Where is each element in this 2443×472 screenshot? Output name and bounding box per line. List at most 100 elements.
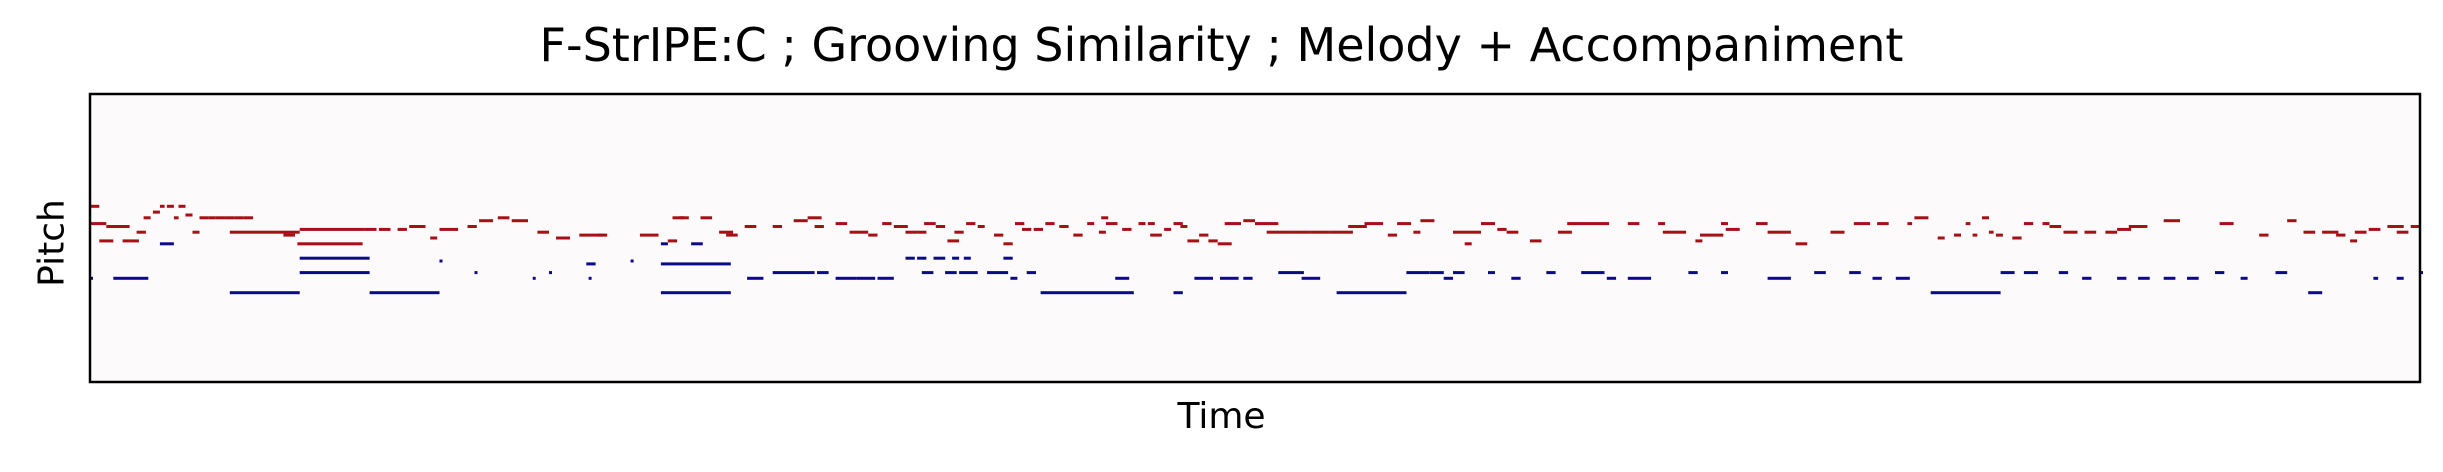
plot-area [90, 94, 2420, 382]
melody-note [1098, 230, 1106, 234]
melody-note [868, 233, 878, 237]
melody-note [1329, 230, 1353, 234]
accompaniment-note [1895, 276, 1910, 280]
accompaniment-note [2023, 271, 2038, 275]
accompaniment-note [1115, 276, 1130, 280]
melody-note [1022, 227, 1032, 231]
melody-note [2128, 225, 2148, 228]
notes-layer [90, 204, 2423, 295]
melody-note [2354, 230, 2367, 234]
melody-note [1853, 222, 1871, 226]
accompaniment-note [299, 256, 370, 260]
melody-note [1988, 230, 1994, 234]
melody-note [1453, 230, 1481, 234]
melody-note [1003, 242, 1013, 246]
accompaniment-note [905, 256, 915, 260]
accompaniment-note [856, 276, 876, 280]
melody-note [378, 227, 391, 231]
melody-note [905, 230, 918, 234]
accompaniment-note [2215, 271, 2225, 275]
accompaniment-note [2240, 276, 2248, 280]
melody-note [954, 230, 964, 234]
melody-note [215, 216, 226, 220]
accompaniment-note [1040, 291, 1134, 295]
accompaniment-note [1872, 276, 1882, 280]
melody-note [173, 216, 179, 220]
melody-note [439, 227, 459, 231]
accompaniment-note [113, 276, 149, 280]
melody-note [113, 225, 130, 228]
melody-note [1907, 222, 1913, 226]
melody-note [1217, 242, 1232, 246]
melody-note [556, 236, 570, 240]
x-axis-label: Time [1177, 396, 1266, 437]
melody-note [849, 230, 869, 234]
melody-note [397, 227, 407, 231]
accompaniment-note [933, 256, 946, 260]
melody-note [185, 213, 193, 217]
accompaniment-note [2082, 276, 2092, 280]
accompaniment-note [987, 271, 1009, 275]
melody-note [835, 222, 848, 226]
melody-note [1397, 222, 1412, 226]
melody-note [159, 204, 165, 208]
accompaniment-note [2058, 271, 2069, 275]
melody-note [2063, 230, 2078, 234]
accompaniment-note [1546, 271, 1556, 275]
melody-note [2350, 239, 2358, 243]
melody-note [2387, 225, 2404, 228]
melody-note [1087, 222, 1095, 226]
accompaniment-note [921, 271, 934, 275]
accompaniment-note [2396, 276, 2404, 280]
accompaniment-note [1511, 276, 1521, 280]
melody-note [597, 233, 608, 237]
melody-note [497, 216, 510, 220]
melody-note [2336, 233, 2346, 237]
accompaniment-note [2275, 271, 2288, 275]
melody-note [917, 230, 927, 234]
melody-note [726, 233, 738, 237]
accompaniment-note [90, 276, 93, 280]
melody-note [99, 239, 114, 243]
melody-note [893, 225, 908, 228]
accompaniment-note [1627, 276, 1652, 280]
melody-note [1914, 216, 1929, 220]
melody-note [297, 242, 363, 246]
accompaniment-note [2000, 271, 2015, 275]
melody-note [479, 219, 494, 223]
accompaniment-note [369, 291, 440, 295]
accompaniment-note [532, 276, 536, 280]
melody-note [166, 204, 174, 208]
melody-note [1725, 227, 1740, 231]
melody-note [364, 227, 377, 231]
accompaniment-note [747, 276, 764, 280]
accompaniment-note [2138, 276, 2150, 280]
melody-note [1627, 222, 1640, 226]
melody-note [679, 216, 689, 220]
accompaniment-note [2373, 276, 2379, 280]
accompaniment-note [1336, 291, 1407, 295]
melody-note [1954, 233, 1961, 237]
melody-note [225, 216, 235, 220]
accompaniment-note [1003, 256, 1013, 260]
melody-note [199, 216, 209, 220]
melody-note [2396, 230, 2409, 234]
accompaniment-note [1173, 291, 1183, 295]
melody-note [1481, 222, 1495, 226]
melody-note [1567, 222, 1591, 226]
accompaniment-note [1429, 271, 1444, 275]
melody-note [2023, 222, 2034, 226]
melody-note [152, 210, 160, 214]
melody-note [1972, 233, 1978, 237]
accompaniment-note [1688, 271, 1698, 275]
melody-note [744, 225, 757, 228]
melody-note [2105, 230, 2118, 234]
melody-note [122, 239, 130, 243]
melody-note [1045, 222, 1055, 226]
melody-note [409, 225, 426, 228]
melody-note [1255, 222, 1279, 226]
melody-note [1164, 227, 1172, 231]
melody-note [208, 216, 216, 220]
y-axis-label: Pitch [31, 199, 73, 287]
accompaniment-note [660, 291, 731, 295]
